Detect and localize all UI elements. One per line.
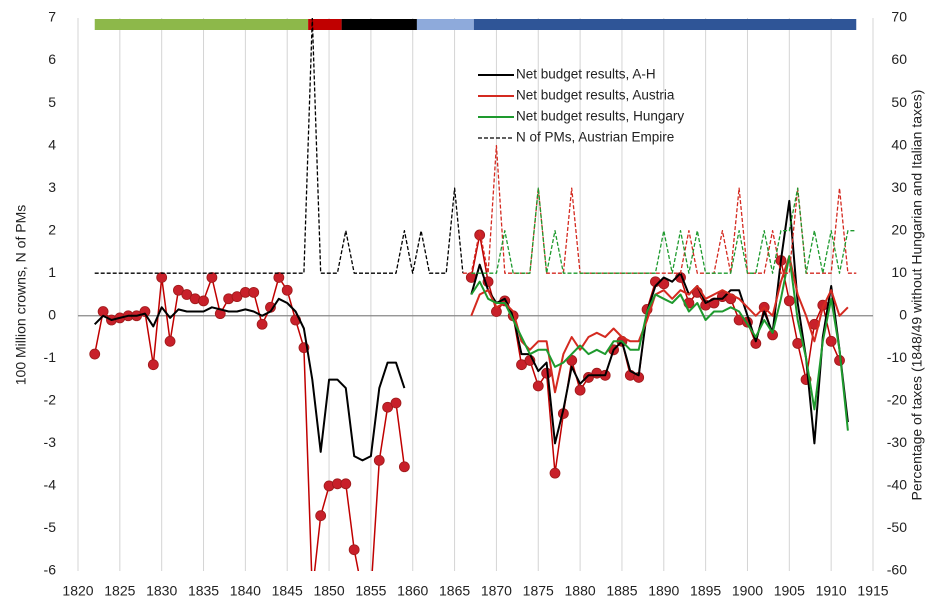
y2-tick-label: 0 [899,306,907,322]
y2-tick-label: -60 [887,562,907,578]
marker [173,284,184,296]
marker [574,384,586,396]
x-tick-label: 1855 [355,583,386,599]
y2-tick-label: -30 [887,434,907,450]
series-line [470,255,849,394]
marker [340,478,352,490]
dashed-line [462,144,857,274]
marker [390,397,402,409]
y-tick-label: 1 [48,264,56,280]
marker [474,229,486,241]
y2-tick-label: -40 [887,477,907,493]
marker [273,272,285,283]
legend-label: N of PMs, Austrian Empire [516,130,674,145]
x-tick-label: 1820 [62,583,93,599]
marker [231,291,243,303]
period-bar [94,19,309,30]
y-tick-label: -4 [44,477,57,493]
legend-label: Net budget results, Hungary [516,109,684,124]
marker [248,286,260,298]
legend-label: Net budget results, Austria [516,88,675,103]
x-tick-label: 1825 [104,583,135,599]
x-tick-label: 1865 [439,583,470,599]
marker [147,359,159,371]
series-line [470,255,849,431]
x-tick-label: 1830 [146,583,177,599]
x-tick-label: 1870 [481,583,512,599]
dashed-line [471,187,857,274]
x-tick-label: 1900 [732,583,763,599]
series-line [93,199,849,462]
marker [198,295,209,307]
y2-tick-label: -50 [887,519,907,535]
y-tick-label: 2 [48,221,56,237]
marker [156,272,168,283]
x-tick-label: 1890 [648,583,679,599]
marker [206,272,218,283]
marker [181,289,193,300]
y-tick-label: -2 [44,392,57,408]
x-tick-label: 1910 [816,583,847,599]
marker [532,380,544,392]
marker [164,335,176,347]
marker [783,295,795,307]
y-tick-label: 3 [48,179,56,195]
y-axis-title: 100 Million crowns, N of PMs [13,205,29,386]
legend-label: Net budget results, A-H [516,67,656,82]
marker [825,335,837,347]
y2-tick-label: 40 [891,136,907,152]
y-tick-label: -6 [44,562,57,578]
period-bar [473,19,857,30]
y2-tick-label: -20 [887,392,907,408]
y-tick-label: 5 [48,94,56,110]
marker [516,359,527,371]
marker [256,318,268,330]
x-tick-label: 1860 [397,583,428,599]
x-tick-label: 1840 [230,583,261,599]
marker [348,544,360,556]
x-tick-label: 1875 [523,583,554,599]
y-tick-label: -1 [44,349,57,365]
marker [89,348,101,360]
y2-tick-label: 30 [891,179,907,195]
y2-tick-label: 10 [891,264,907,280]
y2-tick-label: 60 [891,51,907,67]
marker [398,461,410,473]
y-tick-label: -3 [44,434,57,450]
marker [373,454,385,466]
period-bar [416,19,474,30]
x-tick-label: 1905 [774,583,805,599]
marker [315,510,327,522]
y2-axis-title: Percentage of taxes (1848/49 without Hun… [909,90,925,501]
period-bar [308,19,342,30]
y2-tick-label: 70 [891,9,907,25]
y2-tick-label: 20 [891,221,907,237]
plot-area [89,18,857,571]
y2-tick-label: -10 [887,349,907,365]
y-tick-label: 4 [48,136,56,152]
x-tick-label: 1850 [313,583,344,599]
dashed-line [94,18,464,274]
series-line [93,234,841,571]
y-tick-label: 0 [48,306,56,322]
x-tick-label: 1895 [690,583,721,599]
y-tick-label: -5 [44,519,57,535]
x-tick-label: 1845 [272,583,303,599]
x-tick-label: 1880 [565,583,596,599]
marker [382,401,394,413]
marker [549,467,561,479]
marker [281,284,293,296]
y-tick-label: 7 [48,9,56,25]
y2-tick-label: 50 [891,94,907,110]
x-tick-label: 1835 [188,583,219,599]
x-tick-label: 1915 [857,583,888,599]
y-tick-label: 6 [48,51,56,67]
x-tick-label: 1885 [606,583,637,599]
period-bar [341,19,417,30]
